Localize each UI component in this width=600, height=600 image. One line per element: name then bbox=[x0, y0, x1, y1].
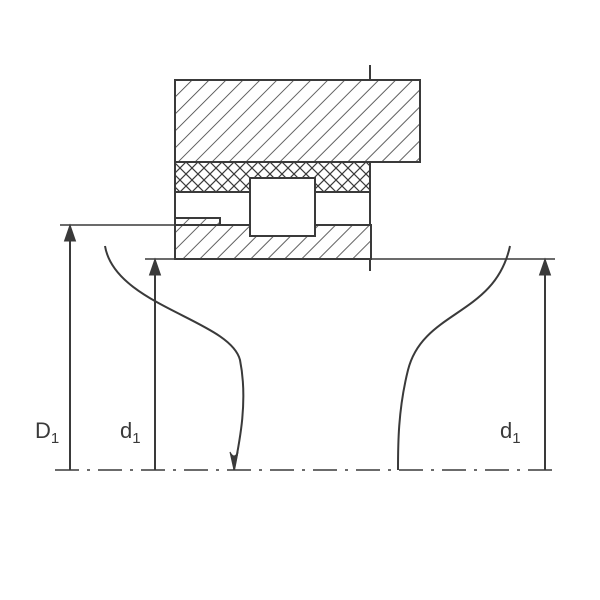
svg-text:d1: d1 bbox=[120, 418, 141, 447]
bearing-cross-section: D1 d1 d1 bbox=[0, 0, 600, 600]
svg-text:d1: d1 bbox=[500, 418, 521, 447]
profile-curve-right bbox=[398, 246, 510, 470]
roller bbox=[250, 178, 315, 236]
svg-text:D1: D1 bbox=[35, 418, 59, 447]
